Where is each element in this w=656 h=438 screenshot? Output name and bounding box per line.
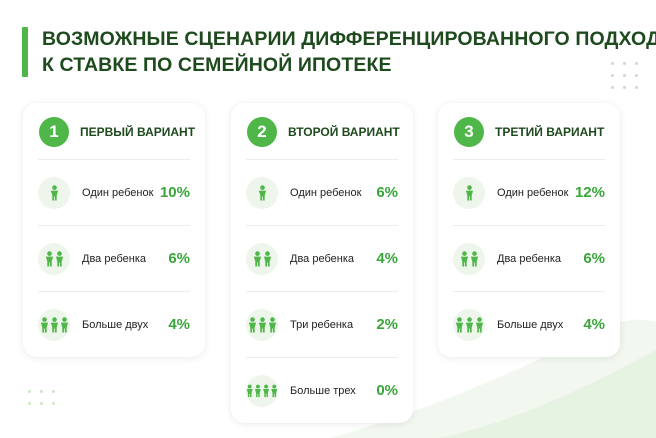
children-count-label: Больше трех xyxy=(290,384,356,397)
scenario-row: Больше двух 4% xyxy=(453,291,605,357)
children-count-label: Больше двух xyxy=(82,318,149,331)
scenario-card-2: 2 ВТОРОЙ ВАРИАНТ Один ребенок 6% Два ребен… xyxy=(231,103,413,423)
one-person-icon xyxy=(246,176,278,209)
rate-value: 4% xyxy=(168,316,190,333)
children-count-label: Один ребенок xyxy=(290,186,362,199)
scenario-row: Два ребенка 6% xyxy=(38,225,190,291)
scenario-card-1: 1 ПЕРВЫЙ ВАРИАНТ Один ребенок 10% Два ребе… xyxy=(23,103,205,357)
rate-value: 2% xyxy=(376,316,398,333)
scenario-row: Три ребенка 2% xyxy=(246,291,398,357)
children-count-label: Три ребенка xyxy=(290,318,354,331)
rate-value: 0% xyxy=(376,382,398,399)
title-accent-bar xyxy=(22,27,28,77)
children-count-label: Больше двух xyxy=(497,318,564,331)
card-header: 1 ПЕРВЫЙ ВАРИАНТ xyxy=(23,105,205,159)
two-people-icon xyxy=(246,242,278,275)
variant-number-badge: 2 xyxy=(247,117,277,147)
scenario-card-3: 3 ТРЕТИЙ ВАРИАНТ Один ребенок 12% Два ребе… xyxy=(438,103,620,357)
one-person-icon xyxy=(38,176,70,209)
children-count-label: Два ребенка xyxy=(82,252,146,265)
children-count-label: Один ребенок xyxy=(82,186,154,199)
variant-number-badge: 1 xyxy=(39,117,69,147)
rate-value: 10% xyxy=(159,184,190,201)
page-title-line-1: ВОЗМОЖНЫЕ СЦЕНАРИИ ДИФФЕРЕНЦИРОВАННОГО П… xyxy=(42,28,656,50)
card-header: 2 ВТОРОЙ ВАРИАНТ xyxy=(231,105,413,159)
scenario-row: Один ребенок 6% xyxy=(246,159,398,225)
children-count-label: Один ребенок xyxy=(497,186,569,199)
three-people-icon xyxy=(246,308,278,341)
variant-number-badge: 3 xyxy=(454,117,484,147)
variant-title: ВТОРОЙ ВАРИАНТ xyxy=(288,125,400,139)
scenario-row: Больше двух 4% xyxy=(38,291,190,357)
dot-grid-decoration-bottom-left xyxy=(28,390,55,405)
rate-value: 12% xyxy=(574,184,605,201)
one-person-icon xyxy=(453,176,485,209)
rate-value: 4% xyxy=(376,250,398,267)
scenario-row: Один ребенок 12% xyxy=(453,159,605,225)
rate-value: 6% xyxy=(168,250,190,267)
variant-title: ТРЕТИЙ ВАРИАНТ xyxy=(495,125,605,139)
two-people-icon xyxy=(453,242,485,275)
variant-title: ПЕРВЫЙ ВАРИАНТ xyxy=(80,125,196,139)
children-count-label: Два ребенка xyxy=(497,252,561,265)
scenario-row: Два ребенка 6% xyxy=(453,225,605,291)
dot-grid-decoration-top-right xyxy=(611,62,638,89)
children-count-label: Два ребенка xyxy=(290,252,354,265)
card-header: 3 ТРЕТИЙ ВАРИАНТ xyxy=(438,105,620,159)
page-title: ВОЗМОЖНЫЕ СЦЕНАРИИ ДИФФЕРЕНЦИРОВАННОГО П… xyxy=(42,26,656,78)
three-people-icon xyxy=(38,308,70,341)
three-people-icon xyxy=(453,308,485,341)
scenario-row: Больше трех 0% xyxy=(246,357,398,423)
scenario-row: Один ребенок 10% xyxy=(38,159,190,225)
four-people-icon xyxy=(246,374,278,407)
page-title-line-2: К СТАВКЕ ПО СЕМЕЙНОЙ ИПОТЕКЕ xyxy=(42,54,392,76)
rate-value: 6% xyxy=(376,184,398,201)
rate-value: 6% xyxy=(583,250,605,267)
two-people-icon xyxy=(38,242,70,275)
scenario-row: Два ребенка 4% xyxy=(246,225,398,291)
rate-value: 4% xyxy=(583,316,605,333)
